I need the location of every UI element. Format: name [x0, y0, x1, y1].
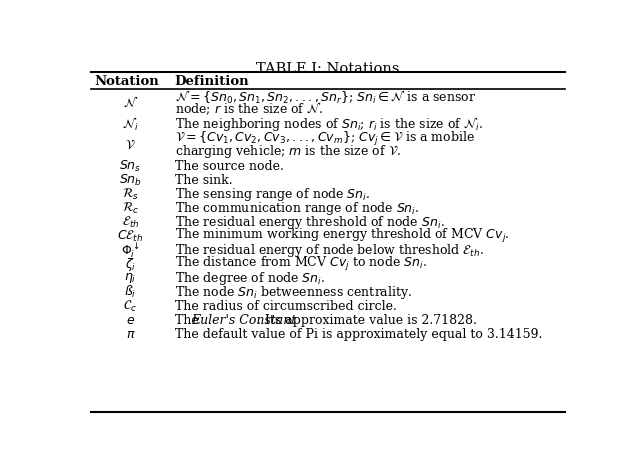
Text: $\mathcal{N}$: $\mathcal{N}$: [123, 96, 138, 110]
Text: The neighboring nodes of $Sn_i$; $r_i$ is the size of $\mathcal{N}_i$.: The neighboring nodes of $Sn_i$; $r_i$ i…: [175, 115, 483, 133]
Text: $\mathcal{E}_{th}$: $\mathcal{E}_{th}$: [122, 215, 139, 230]
Text: $\mathcal{V} = \{Cv_1, Cv_2, Cv_3, ..., Cv_m\}$; $Cv_j \in \mathcal{V}$ is a mob: $\mathcal{V} = \{Cv_1, Cv_2, Cv_3, ..., …: [175, 130, 474, 148]
Text: node; $r$ is the size of $\mathcal{N}$.: node; $r$ is the size of $\mathcal{N}$.: [175, 101, 323, 118]
Text: The communication range of node $Sn_i$.: The communication range of node $Sn_i$.: [175, 200, 419, 217]
Text: $C\mathcal{E}_{th}$: $C\mathcal{E}_{th}$: [117, 228, 143, 244]
Text: TABLE I: Notations: TABLE I: Notations: [256, 62, 400, 76]
Text: $e$: $e$: [126, 314, 135, 327]
Text: Euler's Constant: Euler's Constant: [191, 314, 297, 327]
Text: The degree of node $Sn_i$.: The degree of node $Sn_i$.: [175, 270, 325, 287]
Text: $\ss_i$: $\ss_i$: [124, 284, 136, 300]
Text: $\zeta_i$: $\zeta_i$: [125, 256, 136, 273]
Text: $Sn_s$: $Sn_s$: [119, 159, 141, 174]
Text: The residual energy threshold of node $Sn_i$.: The residual energy threshold of node $S…: [175, 214, 444, 231]
Text: $Sn_b$: $Sn_b$: [119, 173, 142, 188]
Text: charging vehicle; $m$ is the size of $\mathcal{V}$.: charging vehicle; $m$ is the size of $\m…: [175, 143, 401, 160]
Text: $\pi$: $\pi$: [125, 328, 135, 341]
Text: The: The: [175, 314, 202, 327]
Text: $\mathcal{R}_c$: $\mathcal{R}_c$: [122, 201, 139, 216]
Text: Notation: Notation: [94, 75, 159, 88]
Text: $\mathcal{N} = \{Sn_0, Sn_1, Sn_2, ..., Sn_r\}$; $Sn_i \in \mathcal{N}$ is a sen: $\mathcal{N} = \{Sn_0, Sn_1, Sn_2, ..., …: [175, 89, 476, 106]
Text: The sensing range of node $Sn_i$.: The sensing range of node $Sn_i$.: [175, 185, 370, 202]
Text: The sink.: The sink.: [175, 174, 232, 186]
Text: Definition: Definition: [175, 75, 249, 88]
Text: $\mathcal{R}_s$: $\mathcal{R}_s$: [122, 186, 139, 202]
Text: $\mathcal{V}$: $\mathcal{V}$: [125, 139, 136, 152]
Text: $\mathcal{C}_c$: $\mathcal{C}_c$: [124, 299, 138, 314]
Text: The minimum working energy threshold of MCV $Cv_j$.: The minimum working energy threshold of …: [175, 227, 509, 245]
Text: The source node.: The source node.: [175, 160, 284, 173]
Text: $\mathcal{N}_i$: $\mathcal{N}_i$: [122, 116, 139, 133]
Text: The default value of Pi is approximately equal to 3.14159.: The default value of Pi is approximately…: [175, 328, 542, 341]
Text: The distance from MCV $Cv_j$ to node $Sn_i$.: The distance from MCV $Cv_j$ to node $Sn…: [175, 255, 427, 273]
Text: The radius of circumscribed circle.: The radius of circumscribed circle.: [175, 300, 396, 312]
Text: The node $Sn_i$ betweenness centrality.: The node $Sn_i$ betweenness centrality.: [175, 284, 412, 301]
Text: $\Phi_i^{\downarrow}$: $\Phi_i^{\downarrow}$: [121, 240, 140, 260]
Text: $\eta_i$: $\eta_i$: [124, 271, 136, 285]
Text: The residual energy of node below threshold $\mathcal{E}_{th}$.: The residual energy of node below thresh…: [175, 242, 484, 259]
Text: . Its approximate value is 2.71828.: . Its approximate value is 2.71828.: [257, 314, 477, 327]
